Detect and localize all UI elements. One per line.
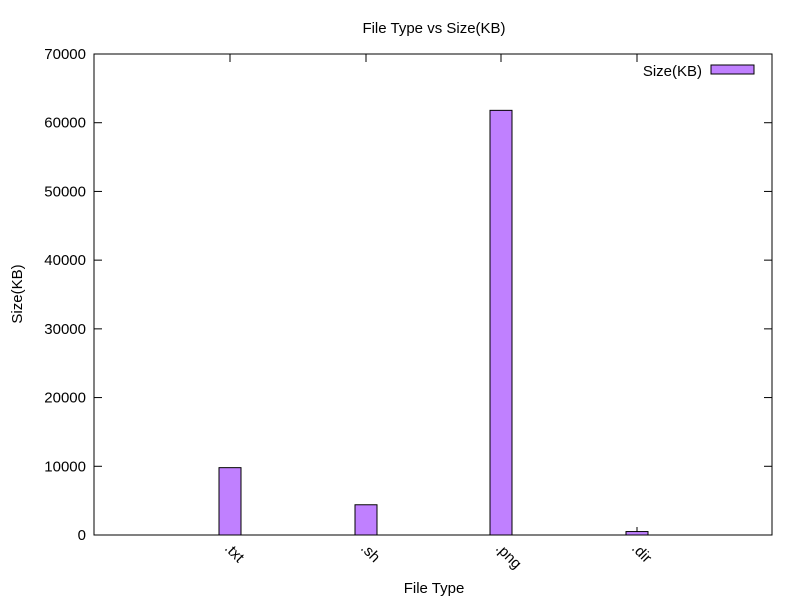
legend: Size(KB) — [643, 63, 755, 80]
legend-swatch — [710, 64, 755, 75]
x-axis-label: File Type — [404, 580, 465, 597]
chart-title: File Type vs Size(KB) — [362, 20, 505, 37]
bar-series — [218, 109, 649, 536]
y-tick-label: 70000 — [44, 46, 86, 63]
x-tick-label: .txt — [221, 540, 248, 567]
y-axis-ticks: 0 10000 20000 30000 40000 50000 60000 70000 — [44, 46, 772, 544]
y-axis-label: Size(KB) — [9, 264, 26, 323]
bar-dir — [625, 531, 649, 536]
y-tick-label: 30000 — [44, 321, 86, 338]
y-tick-label: 0 — [78, 527, 86, 544]
x-axis-ticks: .txt .sh .png .dir — [221, 54, 655, 572]
y-tick-label: 50000 — [44, 183, 86, 200]
x-tick-label: .sh — [357, 540, 383, 566]
y-tick-label: 20000 — [44, 390, 86, 407]
y-tick-label: 40000 — [44, 252, 86, 269]
y-tick-label: 60000 — [44, 115, 86, 132]
x-tick-label: .png — [492, 540, 525, 573]
x-tick-label: .dir — [628, 540, 655, 567]
plot-frame — [93, 53, 773, 536]
y-tick-label: 10000 — [44, 458, 86, 475]
bar-sh — [354, 504, 378, 536]
bar-txt — [218, 467, 242, 536]
legend-label: Size(KB) — [643, 63, 702, 80]
bar-png — [489, 109, 513, 536]
